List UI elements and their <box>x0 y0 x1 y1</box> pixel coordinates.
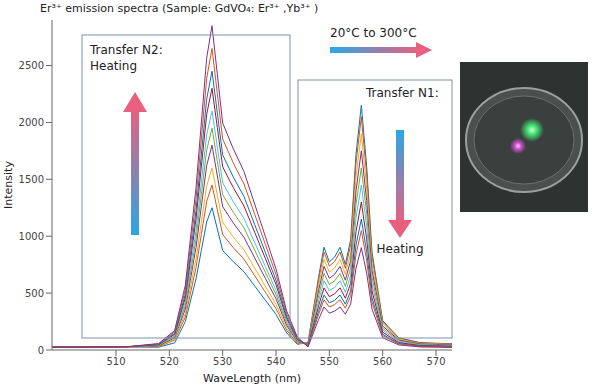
svg-text:2500: 2500 <box>19 60 44 71</box>
svg-text:550: 550 <box>320 356 339 367</box>
html-text:20°C to 300°C: 20°C to 300°C <box>330 26 417 40</box>
svg-text:0: 0 <box>38 345 44 356</box>
svg-text:560: 560 <box>373 356 392 367</box>
html-text:Heating: Heating <box>376 242 424 256</box>
svg-text:500: 500 <box>25 288 44 299</box>
svg-text:1500: 1500 <box>19 174 44 185</box>
html-text:WaveLength (nm): WaveLength (nm) <box>203 372 301 385</box>
html-text:Transfer N1:: Transfer N1: <box>366 86 439 100</box>
html-text:Er³⁺ emission spectra (Sample:: Er³⁺ emission spectra (Sample: GdVO₄: Er… <box>40 2 319 15</box>
svg-text:540: 540 <box>266 356 285 367</box>
svg-text:510: 510 <box>106 356 125 367</box>
svg-text:1000: 1000 <box>19 231 44 242</box>
svg-text:520: 520 <box>160 356 179 367</box>
svg-text:2000: 2000 <box>19 117 44 128</box>
svg-text:530: 530 <box>213 356 232 367</box>
html-text:Intensity: Intensity <box>1 161 15 209</box>
svg-text:570: 570 <box>426 356 445 367</box>
html-text:Transfer N2: Heating: Transfer N2: Heating <box>90 43 163 73</box>
